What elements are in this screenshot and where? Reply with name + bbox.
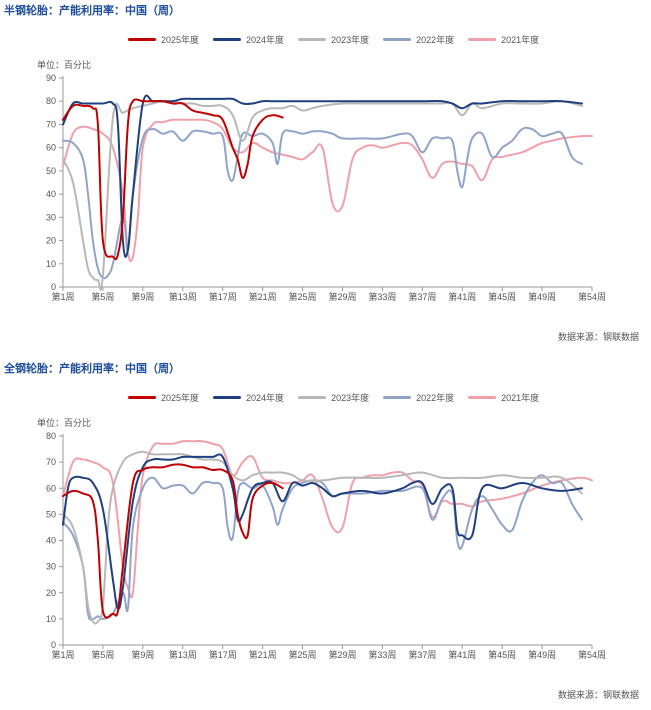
x-tick-label: 第21周: [249, 649, 277, 660]
y-tick-label: 10: [46, 259, 56, 269]
y-tick-label: 60: [46, 483, 56, 493]
y-tick-label: 0: [51, 282, 56, 292]
x-tick-label: 第9周: [131, 291, 154, 302]
unit-label: 单位：百分比: [37, 419, 92, 429]
legend-label: 2024年度: [246, 393, 285, 403]
x-tick-label: 第37周: [408, 291, 436, 302]
series-line-2024年度: [62, 453, 583, 610]
legend-swatch: [128, 38, 156, 41]
y-tick-label: 90: [46, 73, 56, 83]
source-note: 数据来源：钢联数据: [557, 691, 639, 701]
x-tick-label: 第9周: [131, 649, 154, 660]
y-tick-label: 10: [46, 614, 56, 624]
x-tick-label: 第45周: [488, 649, 516, 660]
series-line-2024年度: [62, 94, 583, 258]
x-tick-label: 第37周: [408, 649, 436, 660]
legend-swatch: [468, 38, 497, 41]
chart-title: 全钢轮胎：产能利用率：中国（周）: [4, 362, 180, 375]
y-tick-label: 50: [46, 509, 56, 519]
series-line-2025年度: [62, 463, 284, 619]
legend-label: 2021年度: [501, 35, 540, 45]
line-chart-all-steel: 0 10 20 30 40 50 60 70 80 第1周 第5周 第9周 第13周 第17周 第21周 第2…: [46, 431, 606, 660]
y-tick-label: 30: [46, 562, 56, 572]
y-tick-label: 60: [46, 143, 56, 153]
legend-swatch: [468, 396, 497, 399]
series-line-2023年度: [62, 450, 583, 625]
x-tick-label: 第5周: [91, 291, 114, 302]
legend-label: 2023年度: [331, 393, 370, 403]
legend-swatch: [383, 38, 412, 41]
y-tick-label: 20: [46, 236, 56, 246]
legend-item: 2023年度: [298, 33, 369, 46]
x-tick-label: 第25周: [289, 291, 317, 302]
series-line-2023年度: [62, 99, 583, 291]
legend-item: 2022年度: [383, 391, 454, 404]
series-line-2025年度: [62, 98, 284, 261]
x-tick-label: 第49周: [528, 649, 556, 660]
x-tick-label: 第1周: [51, 291, 74, 302]
legend-item: 2021年度: [468, 33, 539, 46]
y-tick-label: 40: [46, 536, 56, 546]
y-tick-label: 30: [46, 212, 56, 222]
legend-swatch: [213, 38, 242, 41]
x-tick-label: 第54周: [578, 291, 606, 302]
legend-swatch: [298, 38, 327, 41]
legend-item: 2025年度: [128, 33, 199, 46]
y-tick-label: 80: [46, 431, 56, 441]
legend-label: 2024年度: [246, 35, 285, 45]
legend-label: 2023年度: [331, 35, 370, 45]
unit-label: 单位：百分比: [37, 61, 92, 71]
chart-panel-all-steel: 全钢轮胎：产能利用率：中国（周） 2025年度 2024年度 2023年度 2022年…: [0, 358, 651, 710]
x-tick-label: 第1周: [51, 649, 74, 660]
x-tick-label: 第25周: [289, 649, 317, 660]
y-tick-label: 70: [46, 457, 56, 467]
y-tick-label: 80: [46, 96, 56, 106]
x-tick-label: 第33周: [368, 291, 396, 302]
y-tick-label: 40: [46, 189, 56, 199]
legend-item: 2022年度: [383, 33, 454, 46]
y-tick-label: 70: [46, 119, 56, 129]
chart-legend: 2025年度 2024年度 2023年度 2022年度 2021年度: [128, 33, 539, 46]
series-line-2021年度: [62, 440, 593, 599]
legend-item: 2024年度: [213, 391, 284, 404]
x-tick-label: 第41周: [448, 291, 476, 302]
legend-swatch: [213, 396, 242, 399]
legend-label: 2021年度: [501, 393, 540, 403]
y-tick-label: 0: [51, 640, 56, 650]
x-tick-label: 第54周: [578, 649, 606, 660]
x-tick-label: 第5周: [91, 649, 114, 660]
x-tick-label: 第17周: [209, 291, 237, 302]
legend-label: 2022年度: [416, 35, 455, 45]
x-tick-label: 第49周: [528, 291, 556, 302]
x-tick-label: 第13周: [169, 649, 197, 660]
source-note: 数据来源：钢联数据: [557, 333, 639, 343]
chart-legend: 2025年度 2024年度 2023年度 2022年度 2021年度: [128, 391, 539, 404]
x-tick-label: 第41周: [448, 649, 476, 660]
x-tick-label: 第13周: [169, 291, 197, 302]
line-chart-semi-steel: 0 10 20 30 40 50 60 70 80 90 第1周 第5周 第9周 第13周 第17周 第21周…: [46, 73, 606, 302]
legend-item: 2023年度: [298, 391, 369, 404]
x-tick-label: 第33周: [368, 649, 396, 660]
x-tick-label: 第45周: [488, 291, 516, 302]
legend-swatch: [128, 396, 156, 399]
x-tick-label: 第21周: [249, 291, 277, 302]
legend-item: 2025年度: [128, 391, 199, 404]
series-line-2022年度: [62, 474, 583, 621]
x-tick-label: 第29周: [328, 649, 356, 660]
legend-swatch: [298, 396, 327, 399]
legend-label: 2022年度: [416, 393, 455, 403]
legend-item: 2021年度: [468, 391, 539, 404]
chart-panel-semi-steel: 半钢轮胎：产能利用率：中国（周） 2025年度 2024年度 2023年度 2022年…: [0, 0, 651, 352]
x-tick-label: 第29周: [328, 291, 356, 302]
legend-item: 2024年度: [213, 33, 284, 46]
legend-label: 2025年度: [161, 393, 200, 403]
y-tick-label: 50: [46, 166, 56, 176]
chart-title: 半钢轮胎：产能利用率：中国（周）: [4, 4, 180, 17]
series-line-2021年度: [62, 118, 593, 263]
series-line-2022年度: [62, 126, 583, 280]
legend-swatch: [383, 396, 412, 399]
x-tick-label: 第17周: [209, 649, 237, 660]
y-tick-label: 20: [46, 588, 56, 598]
legend-label: 2025年度: [161, 35, 200, 45]
